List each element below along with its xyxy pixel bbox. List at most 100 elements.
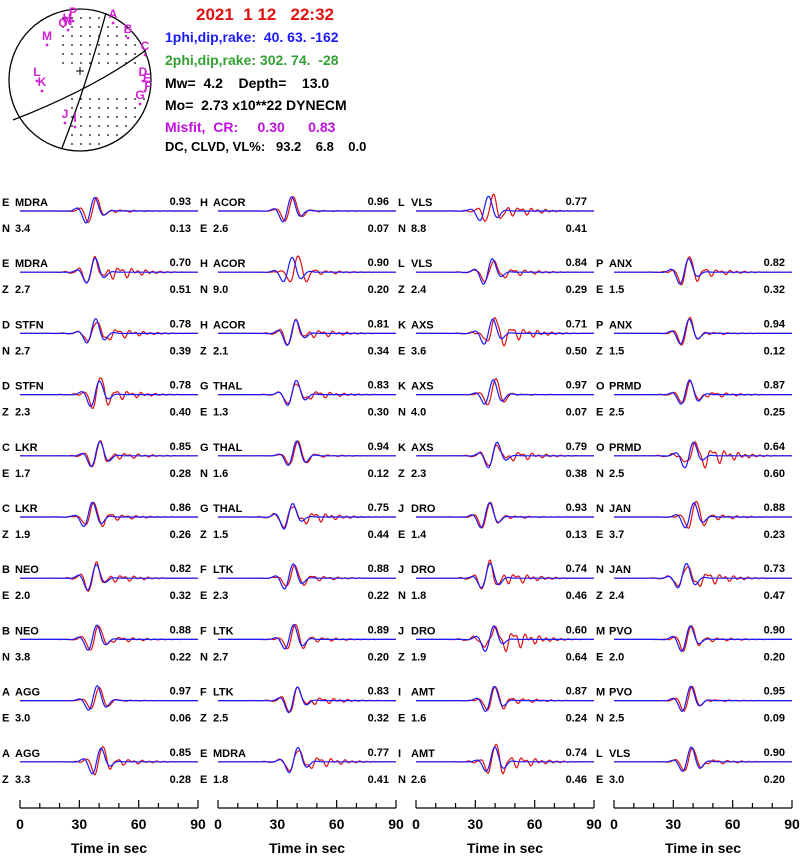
event-date-time: 2021 1 12 22:32 bbox=[196, 5, 335, 24]
station-name: ACOR bbox=[213, 319, 245, 331]
variance-reduction: 0.32 bbox=[368, 713, 389, 725]
beachball-station-h: H bbox=[63, 11, 72, 25]
station-letter: M bbox=[596, 625, 605, 637]
synthetic-waveform bbox=[218, 563, 396, 590]
synthetic-waveform bbox=[218, 746, 396, 774]
trace-neo-n: B NEO 0.88 N 3.8 0.22 bbox=[2, 624, 198, 663]
correlation: 0.70 bbox=[170, 257, 191, 269]
beachball-station-l: L bbox=[33, 65, 40, 79]
time-shift: 2.0 bbox=[609, 651, 624, 663]
variance-reduction: 0.13 bbox=[566, 529, 587, 541]
trace-prmd-e: O PRMD 0.87 E 2.5 0.25 bbox=[596, 379, 792, 419]
component: N bbox=[596, 713, 604, 725]
station-name: THAL bbox=[213, 442, 243, 454]
synthetic-waveform bbox=[218, 319, 396, 347]
magnitude-depth: Mw= 4.2 Depth= 13.0 bbox=[165, 75, 330, 91]
correlation: 0.74 bbox=[566, 747, 588, 759]
trace-mdra-z: E MDRA 0.70 Z 2.7 0.51 bbox=[2, 255, 198, 296]
time-shift: 1.3 bbox=[213, 407, 228, 419]
trace-vls-z: L VLS 0.84 Z 2.4 0.29 bbox=[398, 257, 594, 296]
correlation: 0.96 bbox=[368, 196, 389, 208]
variance-reduction: 0.23 bbox=[764, 529, 785, 541]
trace-ltk-e: F LTK 0.88 E 2.3 0.22 bbox=[200, 563, 396, 602]
station-letter: H bbox=[200, 319, 208, 331]
station-letter: B bbox=[2, 625, 10, 637]
component: N bbox=[200, 468, 208, 480]
station-name: MDRA bbox=[15, 258, 48, 270]
trace-axs-z: K AXS 0.79 Z 2.3 0.38 bbox=[398, 441, 594, 480]
time-shift: 2.3 bbox=[411, 468, 426, 480]
trace-jan-e: N JAN 0.88 E 3.7 0.23 bbox=[596, 500, 792, 541]
station-name: THAL bbox=[213, 503, 243, 515]
station-name: DRO bbox=[411, 625, 436, 637]
component: N bbox=[398, 590, 406, 602]
trace-dro-e: J DRO 0.93 E 1.4 0.13 bbox=[398, 501, 594, 541]
trace-agg-e: A AGG 0.97 E 3.0 0.06 bbox=[2, 685, 198, 725]
trace-amt-n: I AMT 0.74 N 2.6 0.46 bbox=[398, 743, 594, 786]
tick-label: 60 bbox=[131, 816, 147, 832]
variance-reduction: 0.28 bbox=[170, 468, 191, 480]
synthetic-waveform bbox=[416, 502, 594, 529]
time-shift: 2.6 bbox=[411, 774, 426, 786]
nodal-plane-1-curve bbox=[61, 12, 107, 149]
correlation: 0.75 bbox=[368, 502, 389, 514]
synthetic-waveform bbox=[20, 257, 198, 284]
station-letter: G bbox=[200, 381, 209, 393]
component: N bbox=[2, 651, 10, 663]
station-letter: A bbox=[2, 687, 10, 699]
component: Z bbox=[596, 345, 603, 357]
variance-reduction: 0.41 bbox=[566, 223, 587, 235]
trace-acor-e: H ACOR 0.96 E 2.6 0.07 bbox=[200, 196, 396, 235]
nodal-plane-2-curve bbox=[12, 49, 147, 121]
station-letter: G bbox=[200, 503, 209, 515]
synthetic-waveform bbox=[416, 257, 594, 285]
synthetic-waveform bbox=[416, 379, 594, 405]
variance-reduction: 0.46 bbox=[566, 590, 587, 602]
component: E bbox=[200, 223, 207, 235]
trace-ltk-n: F LTK 0.89 N 2.7 0.20 bbox=[200, 623, 396, 663]
correlation: 0.90 bbox=[764, 747, 785, 759]
station-letter: E bbox=[2, 258, 9, 270]
x-axis-label: Time in sec bbox=[467, 840, 543, 856]
time-shift: 2.3 bbox=[15, 407, 30, 419]
time-shift: 1.4 bbox=[411, 529, 427, 541]
trace-axs-n: K AXS 0.97 N 4.0 0.07 bbox=[398, 377, 594, 419]
station-name: AXS bbox=[411, 442, 434, 454]
correlation: 0.90 bbox=[764, 624, 785, 636]
time-shift: 1.6 bbox=[213, 468, 228, 480]
variance-reduction: 0.07 bbox=[368, 223, 389, 235]
component: E bbox=[2, 590, 9, 602]
trace-dro-z: J DRO 0.60 Z 1.9 0.64 bbox=[398, 624, 594, 663]
station-name: NEO bbox=[15, 625, 39, 637]
component: E bbox=[596, 284, 603, 296]
component: E bbox=[398, 529, 405, 541]
synthetic-waveform bbox=[416, 625, 594, 653]
station-name: AXS bbox=[411, 381, 434, 393]
correlation: 0.85 bbox=[170, 747, 191, 759]
station-letter: E bbox=[2, 197, 9, 209]
variance-reduction: 0.39 bbox=[170, 345, 191, 357]
correlation: 0.71 bbox=[566, 318, 587, 330]
station-name: THAL bbox=[213, 381, 243, 393]
component: Z bbox=[2, 284, 9, 296]
beachball-outline bbox=[8, 8, 152, 152]
tick-label: 30 bbox=[72, 816, 88, 832]
time-shift: 3.3 bbox=[15, 774, 30, 786]
component: E bbox=[2, 468, 9, 480]
variance-reduction: 0.13 bbox=[170, 223, 191, 235]
station-letter: L bbox=[398, 258, 405, 270]
tick-label: 30 bbox=[270, 816, 286, 832]
trace-ltk-z: F LTK 0.83 Z 2.5 0.32 bbox=[200, 686, 396, 725]
trace-mdra-n: E MDRA 0.93 N 3.4 0.13 bbox=[2, 196, 198, 235]
station-letter: A bbox=[2, 748, 10, 760]
component: E bbox=[398, 713, 405, 725]
synthetic-waveform bbox=[20, 380, 198, 408]
time-shift: 1.7 bbox=[15, 468, 30, 480]
synthetic-waveform bbox=[218, 379, 396, 406]
trace-vls-e: L VLS 0.90 E 3.0 0.20 bbox=[596, 746, 792, 786]
time-shift: 2.3 bbox=[213, 590, 228, 602]
synthetic-waveform bbox=[218, 256, 396, 283]
station-name: ANX bbox=[609, 258, 633, 270]
time-shift: 3.8 bbox=[15, 651, 30, 663]
